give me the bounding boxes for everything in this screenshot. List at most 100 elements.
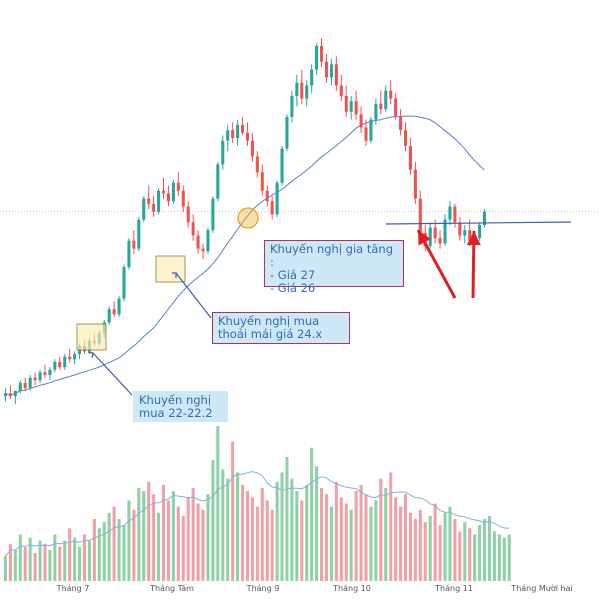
volume-bar [418,509,422,581]
pointer-line-1 [92,352,133,396]
volume-bar [275,481,279,581]
candle-body [364,127,368,141]
volume-bar [48,550,52,581]
volume-bar [468,528,472,581]
candle-body [68,356,72,360]
volume-bar [92,519,96,581]
candle-body [231,130,235,139]
volume-bar [438,525,442,581]
volume-bar [344,503,348,581]
candle-body [374,103,378,120]
volume-bar [280,472,284,581]
volume-bar [354,491,358,581]
x-tick-dec: Tháng Mười hai [511,584,573,593]
volume-bar [112,506,116,581]
candle-body [379,103,383,110]
volume-bar [315,466,319,581]
volume-bar [18,534,22,581]
candle-body [137,219,141,249]
volume-bar [78,546,82,581]
candle-body [428,227,432,247]
volume-bar [3,556,8,581]
volume-bar [82,534,87,581]
volume-bar [413,519,417,581]
candle-body [334,64,338,86]
volume-ma-line [5,471,510,557]
candle-body [191,222,195,236]
note-buy-24x: Khuyến nghị mua thoải mái giá 24.x [212,312,350,344]
candle-body [329,64,333,78]
candle-body [152,203,156,212]
x-tick-nov: Tháng 11 [435,584,473,593]
x-tick-aug: Tháng Tám [150,584,194,593]
volume-bar [379,478,383,581]
price-ma-line [5,115,485,396]
candle-body [18,382,22,391]
volume-bar [473,534,477,581]
candle-body [196,235,200,249]
candle-body [354,101,358,115]
candle-body [8,393,12,397]
candle-body [171,182,175,202]
volume-bar [211,460,215,581]
volume-bar [463,522,467,581]
volume-bar [176,506,180,581]
candle-body [53,361,57,370]
pointer-head-1 [87,351,94,359]
candle-body [142,198,146,220]
candle-body [28,377,32,389]
candle-body [394,98,398,117]
volume-bar [171,491,175,581]
volume-bar [240,484,245,581]
volume-bar [334,481,338,581]
highlight-circle [237,207,259,229]
candle-body [290,95,294,117]
candle-body [13,390,17,397]
candle-body [389,90,393,99]
volume-bar [157,512,161,581]
volume-bar [216,426,220,581]
candle-body [127,240,131,268]
candle-body [324,61,329,78]
volume-bar [310,447,314,581]
candle-body [245,132,250,141]
candle-body [295,82,299,96]
volume-bar [166,500,170,581]
candle-body [3,393,8,397]
volume-bar [324,494,329,581]
candle-body [240,124,245,133]
candle-body [221,140,225,165]
volume-bar [497,534,501,581]
candle-body [107,309,111,323]
volume-bar [38,540,42,581]
volume-bar [181,515,185,581]
volume-bar [384,488,388,581]
volume-bar [23,546,27,581]
candle-body [186,206,190,223]
candle-body [181,190,185,207]
volume-bar [394,497,398,581]
candle-body [310,69,314,86]
volume-bar [132,509,136,581]
pointer-line-2 [175,272,212,319]
volume-bar [270,509,274,581]
red-arrow-right-head [466,231,481,246]
volume-bar [290,478,294,581]
volume-bars [3,426,511,581]
volume-bar [428,515,432,581]
volume-bar [117,519,121,581]
volume-bar [73,537,77,581]
candle-body [132,240,136,249]
candle-body [265,190,269,202]
volume-bar [502,537,506,581]
candle-body [458,222,462,236]
candle-body [33,377,37,381]
candle-body [369,119,373,141]
volume-bar [13,550,17,581]
candle-body [166,193,170,202]
volume-bar [260,488,264,581]
volume-bar [250,497,254,581]
candle-body [339,85,343,96]
volume-bar [458,531,462,581]
candle-body [270,201,274,215]
